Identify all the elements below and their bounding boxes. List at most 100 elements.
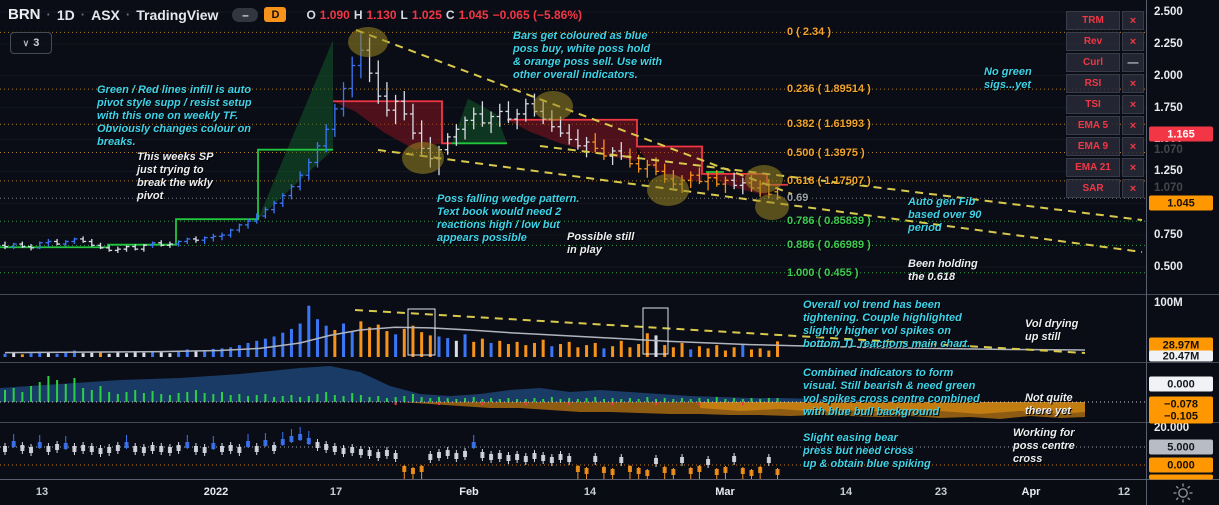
volume-highlight-box bbox=[642, 307, 669, 355]
platform-label[interactable]: TradingView bbox=[136, 6, 219, 23]
price-axis-tick: 2.500 bbox=[1154, 5, 1183, 18]
indicator-label[interactable]: TSI bbox=[1066, 95, 1120, 114]
indicator-row: EMA 5 × bbox=[1066, 116, 1144, 135]
indicator-label[interactable]: EMA 9 bbox=[1066, 137, 1120, 156]
dash-icon[interactable]: — bbox=[1122, 53, 1144, 72]
close-icon[interactable]: × bbox=[1122, 158, 1144, 177]
volume-highlight-box bbox=[407, 308, 436, 356]
chart-annotation[interactable]: Vol drying up still bbox=[1025, 318, 1079, 343]
chart-annotation[interactable]: Auto gen Fib based over 90 period bbox=[908, 196, 982, 234]
price-badge: 1.165 bbox=[1149, 126, 1213, 142]
price-axis-tick: 100M bbox=[1154, 297, 1183, 309]
indicator-row: Rev × bbox=[1066, 32, 1144, 51]
open-label: O bbox=[306, 7, 316, 22]
indicator-row: EMA 21 × bbox=[1066, 158, 1144, 177]
chart-annotation[interactable]: Working for poss centre cross bbox=[1013, 427, 1075, 465]
main-chart-pane[interactable] bbox=[0, 0, 1146, 294]
time-axis-label: 14 bbox=[839, 486, 853, 498]
close-icon[interactable]: × bbox=[1122, 95, 1144, 114]
axis-corner bbox=[1147, 480, 1219, 505]
price-badge: 0.000 bbox=[1149, 376, 1213, 392]
indicator-list: TRM × Rev × Curl — RSI × TSI × EMA 5 × EMA 9 × EMA 21 ×… bbox=[1066, 11, 1144, 200]
symbol-name[interactable]: BRN bbox=[8, 6, 41, 23]
low-label: L bbox=[400, 7, 408, 22]
object-tree-dropdown[interactable]: ∨ 3 bbox=[10, 32, 52, 54]
indicator-label[interactable]: EMA 21 bbox=[1066, 158, 1120, 177]
indicator-label[interactable]: SAR bbox=[1066, 179, 1120, 198]
chart-annotation[interactable]: Green / Red lines infill is auto pivot s… bbox=[97, 84, 252, 148]
time-axis-label: 17 bbox=[329, 486, 343, 498]
time-axis-label: Feb bbox=[459, 486, 479, 498]
fib-level-label: 0.69 bbox=[787, 192, 809, 205]
fib-level-label: 0 ( 2.34 ) bbox=[787, 26, 832, 39]
price-axis-ghost-label: 1.070 bbox=[1154, 144, 1183, 156]
highlight-ellipses bbox=[348, 27, 789, 220]
chart-annotation[interactable]: Slight easing bear press but need cross … bbox=[803, 432, 931, 470]
close-icon[interactable]: × bbox=[1122, 179, 1144, 198]
oscillator-pane[interactable] bbox=[0, 363, 1146, 422]
pivot-support-fills bbox=[258, 40, 507, 220]
close-value: 1.045 bbox=[458, 7, 489, 22]
ohlc-price-bars bbox=[2, 32, 781, 253]
chart-annotation[interactable]: No green sigs...yet bbox=[984, 66, 1032, 91]
low-value: 1.025 bbox=[411, 7, 442, 22]
indicator-label[interactable]: EMA 5 bbox=[1066, 116, 1120, 135]
price-badge: −0.105 bbox=[1149, 408, 1213, 424]
close-icon[interactable]: × bbox=[1122, 74, 1144, 93]
chart-annotation[interactable]: This weeks SP just trying to break the w… bbox=[137, 151, 214, 202]
signal-pane[interactable] bbox=[0, 423, 1146, 479]
sun-icon[interactable] bbox=[1172, 482, 1194, 504]
volume-pane[interactable] bbox=[0, 295, 1146, 362]
close-icon[interactable]: × bbox=[1122, 32, 1144, 51]
time-axis-label: Apr bbox=[1021, 486, 1041, 498]
price-badge: 0.000 bbox=[1149, 457, 1213, 473]
exchange-label[interactable]: ASX bbox=[91, 6, 120, 23]
time-axis-label: 2022 bbox=[203, 486, 229, 498]
chart-annotation[interactable]: Not quite there yet bbox=[1025, 392, 1073, 417]
high-label: H bbox=[353, 7, 363, 22]
fib-level-label: 1.000 ( 0.455 ) bbox=[787, 266, 859, 279]
interval-label[interactable]: 1D bbox=[56, 6, 75, 23]
price-axis-tick: 2.000 bbox=[1154, 69, 1183, 82]
time-axis-label: 12 bbox=[1117, 486, 1131, 498]
chart-annotation[interactable]: Overall vol trend has been tightening. C… bbox=[803, 299, 971, 350]
fib-level-label: 0.382 ( 1.61993 ) bbox=[787, 118, 871, 131]
indicator-label[interactable]: TRM bbox=[1066, 11, 1120, 30]
separator-dot: · bbox=[80, 7, 86, 22]
indicator-row: EMA 9 × bbox=[1066, 137, 1144, 156]
volume-ma-line bbox=[4, 326, 1086, 354]
chart-annotation[interactable]: Combined indicators to form visual. Stil… bbox=[803, 367, 980, 418]
indicator-row: TSI × bbox=[1066, 95, 1144, 114]
indicator-label[interactable]: Rev bbox=[1066, 32, 1120, 51]
chart-annotation[interactable]: Been holding the 0.618 bbox=[908, 258, 978, 283]
close-icon[interactable]: × bbox=[1122, 137, 1144, 156]
close-icon[interactable]: × bbox=[1122, 11, 1144, 30]
price-badge: −0.078 bbox=[1149, 396, 1213, 412]
pane-resize-handle[interactable] bbox=[0, 362, 1219, 363]
close-label: C bbox=[445, 7, 455, 22]
bear-wave bbox=[700, 402, 1085, 414]
price-axis[interactable]: 2.5002.2502.0001.7501.5001.2501.0000.750… bbox=[1147, 0, 1219, 480]
indicator-label[interactable]: Curl bbox=[1066, 53, 1120, 72]
price-badge: 20.47M bbox=[1149, 350, 1213, 362]
open-value: 1.090 bbox=[319, 7, 350, 22]
chart-annotation[interactable]: Possible still in play bbox=[567, 231, 635, 256]
close-icon[interactable]: × bbox=[1122, 116, 1144, 135]
chart-annotation[interactable]: Poss falling wedge pattern. Text book wo… bbox=[437, 193, 580, 244]
indicator-row: RSI × bbox=[1066, 74, 1144, 93]
daily-interval-badge[interactable]: D bbox=[264, 7, 287, 22]
pane-resize-handle[interactable] bbox=[0, 422, 1219, 423]
pane-resize-handle[interactable] bbox=[0, 294, 1219, 295]
indicator-row: SAR × bbox=[1066, 179, 1144, 198]
price-axis-tick: 2.250 bbox=[1154, 37, 1183, 50]
time-axis[interactable]: 13 2022 17 Feb 14 Mar 14 23 Apr 12 bbox=[0, 480, 1146, 505]
price-axis-tick: 1.750 bbox=[1154, 101, 1183, 114]
time-axis-label: 14 bbox=[583, 486, 597, 498]
chart-annotation[interactable]: Bars get coloured as blue poss buy, whit… bbox=[513, 30, 663, 81]
fib-level-label: 0.886 ( 0.66989 ) bbox=[787, 239, 871, 252]
separator-dot: · bbox=[125, 7, 131, 22]
fib-level-label: 0.500 ( 1.3975 ) bbox=[787, 146, 865, 159]
indicator-label[interactable]: RSI bbox=[1066, 74, 1120, 93]
indicator-toggle[interactable]: – bbox=[232, 7, 259, 22]
